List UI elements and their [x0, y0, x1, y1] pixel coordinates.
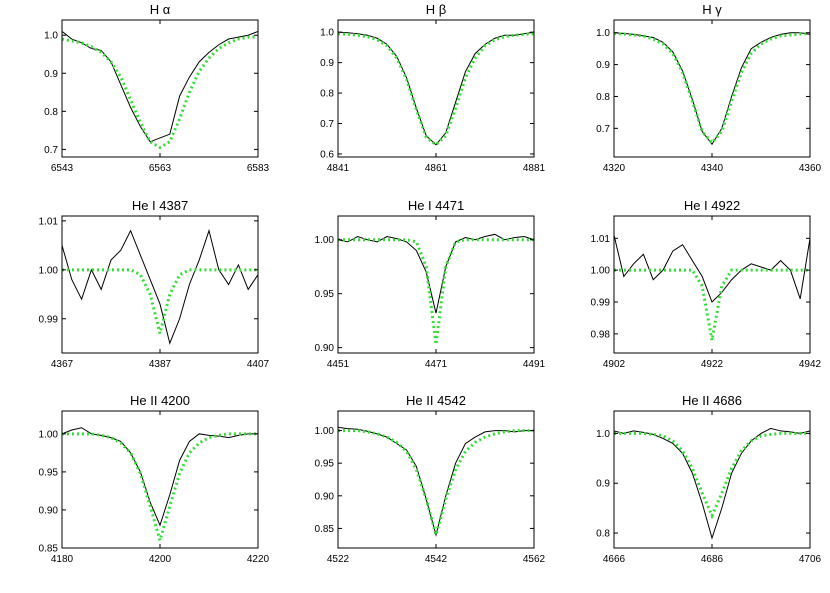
y-tick-label: 1.0 [320, 28, 334, 39]
y-tick-label: 1.01 [591, 234, 611, 245]
x-tick-label: 4706 [799, 554, 822, 565]
y-tick-label: 0.85 [39, 544, 59, 555]
y-tick-label: 1.01 [39, 216, 59, 227]
x-tick-label: 4666 [603, 554, 626, 565]
y-tick-label: 1.0 [596, 429, 610, 440]
plot-frame [613, 410, 811, 549]
x-tick-label: 4387 [149, 359, 172, 370]
x-tick-label: 4902 [603, 359, 626, 370]
x-tick-label: 4881 [523, 163, 546, 174]
y-tick-label: 0.8 [596, 529, 610, 540]
y-tick-label: 0.7 [320, 119, 334, 130]
panel-title: H β [426, 2, 446, 17]
x-tick-label: 6563 [149, 163, 172, 174]
spectrum-line [62, 427, 258, 527]
y-tick-label: 0.9 [596, 479, 610, 490]
spectrum-line [338, 32, 534, 147]
spectrum-line [62, 30, 258, 143]
x-tick-label: 4491 [523, 359, 546, 370]
x-tick-label: 4542 [425, 554, 448, 565]
y-tick-label: 1.00 [315, 235, 335, 246]
plot-frame [613, 215, 811, 354]
x-tick-label: 4220 [247, 554, 270, 565]
y-tick-label: 0.9 [44, 69, 58, 80]
spectrum-line [62, 228, 258, 345]
y-tick-label: 1.00 [315, 426, 335, 437]
y-tick-label: 0.95 [315, 289, 335, 300]
y-tick-label: 1.0 [596, 28, 610, 39]
y-tick-label: 0.90 [315, 491, 335, 502]
y-tick-label: 0.6 [320, 149, 334, 160]
panel-title: H α [150, 2, 171, 17]
y-tick-label: 0.9 [596, 60, 610, 71]
x-tick-label: 4522 [327, 554, 350, 565]
spectrum-line [614, 427, 810, 540]
spectrum-line [338, 31, 534, 146]
spectrum-line [62, 35, 258, 150]
x-tick-label: 4180 [51, 554, 74, 565]
y-tick-label: 0.9 [320, 58, 334, 69]
x-tick-label: 4367 [51, 359, 74, 370]
x-tick-label: 4922 [701, 359, 724, 370]
y-tick-label: 1.00 [39, 265, 59, 276]
plot-frame [61, 215, 259, 354]
plot-frame [61, 410, 259, 549]
spectrum-line [614, 32, 810, 146]
spectrum-line [338, 233, 534, 314]
plot-frame [337, 215, 535, 354]
x-tick-label: 4360 [799, 163, 822, 174]
x-tick-label: 4686 [701, 554, 724, 565]
spectrum-line [614, 431, 810, 520]
y-tick-label: 0.90 [315, 343, 335, 354]
y-tick-label: 0.7 [44, 145, 58, 156]
x-tick-label: 4471 [425, 359, 448, 370]
x-tick-label: 4200 [149, 554, 172, 565]
x-tick-label: 6583 [247, 163, 270, 174]
x-tick-label: 4861 [425, 163, 448, 174]
spectrum-line [338, 426, 534, 537]
y-tick-label: 0.8 [44, 107, 58, 118]
panel-title: He I 4387 [132, 198, 188, 213]
plot-frame [337, 19, 535, 158]
y-tick-label: 0.95 [39, 467, 59, 478]
spectrum-line [338, 429, 534, 541]
y-tick-label: 1.0 [44, 31, 58, 42]
spectrum-line [338, 238, 534, 345]
x-tick-label: 6543 [51, 163, 74, 174]
y-tick-label: 0.99 [591, 298, 611, 309]
spectrum-line [62, 432, 258, 546]
panel-title: He II 4686 [682, 393, 742, 408]
x-tick-label: 4942 [799, 359, 822, 370]
y-tick-label: 1.00 [591, 266, 611, 277]
x-tick-label: 4340 [701, 163, 724, 174]
x-tick-label: 4451 [327, 359, 350, 370]
y-tick-label: 0.7 [596, 124, 610, 135]
y-tick-label: 0.8 [596, 92, 610, 103]
x-tick-label: 4407 [247, 359, 270, 370]
y-tick-label: 0.95 [315, 459, 335, 470]
y-tick-label: 0.90 [39, 505, 59, 516]
x-tick-label: 4562 [523, 554, 546, 565]
y-tick-label: 1.00 [39, 429, 59, 440]
y-tick-label: 0.85 [315, 524, 335, 535]
spectrum-line [614, 268, 810, 341]
y-tick-label: 0.8 [320, 89, 334, 100]
panel-title: He I 4471 [408, 198, 464, 213]
plot-frame [337, 410, 535, 549]
spectrum-line [614, 31, 810, 145]
spectrum-line [614, 235, 810, 303]
spectrum-line [62, 268, 258, 334]
x-tick-label: 4320 [603, 163, 626, 174]
panel-title: He I 4922 [684, 198, 740, 213]
y-tick-label: 0.99 [39, 314, 59, 325]
plot-frame [613, 19, 811, 158]
plot-frame [61, 19, 259, 158]
x-tick-label: 4841 [327, 163, 350, 174]
panel-title: He II 4542 [406, 393, 466, 408]
y-tick-label: 0.98 [591, 329, 611, 340]
panel-title: H γ [702, 2, 722, 17]
panel-title: He II 4200 [130, 393, 190, 408]
